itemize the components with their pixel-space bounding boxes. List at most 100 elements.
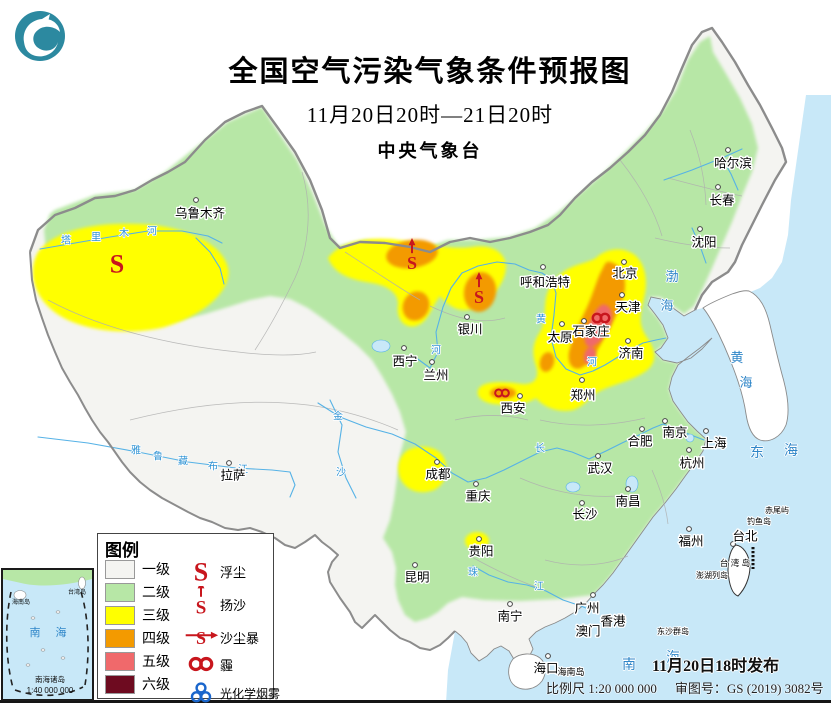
legend-symbol-label: 霾	[220, 657, 234, 673]
inset-taiwan-label: 台湾岛	[68, 588, 86, 596]
symbol-mai	[591, 312, 611, 324]
lakes	[371, 339, 695, 493]
legend: 图例 一级 二级 三级 四级 五级 六级 S 浮尘 S 扬沙 S 沙尘暴霾光化学烟雾	[97, 533, 280, 703]
legend-symbol-label: 扬沙	[220, 597, 247, 613]
river-label: 江	[534, 581, 544, 593]
city-dot	[715, 184, 721, 190]
city-dot	[579, 377, 585, 383]
taiwan-island	[727, 544, 751, 597]
sea-label: 黄	[730, 350, 743, 365]
legend-symbols: S 浮尘 S 扬沙 S 沙尘暴霾光化学烟雾	[182, 556, 280, 703]
sea-label: 南	[622, 656, 636, 672]
city-label: 南昌	[615, 494, 640, 509]
level3-gansu-band	[328, 238, 506, 327]
city-dot	[517, 393, 523, 399]
legend-level-row: 三级	[105, 605, 170, 625]
inset-sea-label-1: 南	[30, 626, 41, 639]
symbol-mai	[494, 388, 510, 398]
level3-chengdu	[398, 446, 447, 493]
island-label: 海南岛	[557, 666, 584, 677]
city-label: 南京	[662, 425, 687, 440]
city-dot	[686, 447, 692, 453]
city-label: 拉萨	[220, 468, 245, 483]
legend-level-label: 六级	[142, 676, 170, 692]
city-label: 呼和浩特	[520, 275, 570, 290]
city-label: 银川	[457, 323, 482, 337]
inset-islets	[25, 610, 66, 667]
city-dot	[621, 259, 627, 265]
legend-swatch-level4	[105, 628, 135, 648]
legend-level-label: 二级	[142, 584, 170, 600]
city-label: 兰州	[423, 369, 448, 383]
svg-text:S: S	[110, 249, 124, 278]
city-dot	[579, 500, 585, 506]
river-label: 河	[147, 226, 157, 238]
city-dot	[401, 345, 407, 351]
symbol-fuchen: S	[194, 557, 208, 586]
inset-mainland	[3, 570, 92, 586]
sea-label: 东	[750, 444, 764, 460]
border-north	[28, 26, 788, 311]
south-china-sea-inset: 南 海 台湾岛 海南岛 南海诸岛 1:40 000 000	[1, 568, 94, 701]
river-label: 雅	[131, 444, 141, 457]
level4-blob	[386, 239, 438, 269]
symbol-shachenbao: S	[185, 628, 219, 648]
svg-text:S: S	[474, 287, 484, 307]
city-dot	[662, 418, 668, 424]
city-dot	[625, 486, 631, 492]
city-label: 成都	[425, 468, 451, 482]
sea-label: 海	[739, 375, 752, 390]
level4-blob	[463, 272, 497, 312]
city-label: 西宁	[392, 354, 417, 369]
rivers	[37, 148, 743, 612]
legend-swatch-level3	[105, 605, 135, 625]
inset-scale: 1:40 000 000	[27, 686, 74, 695]
legend-symbol-row: 霾	[182, 652, 280, 676]
bottom-neatline	[0, 700, 831, 703]
city-label: 郑州	[570, 388, 595, 403]
svg-text:S: S	[196, 628, 206, 648]
city-label: 长沙	[572, 508, 598, 522]
river-label: 金	[333, 410, 343, 423]
city-label: 沈阳	[691, 235, 716, 250]
city-label: 太原	[547, 330, 572, 345]
city-label: 重庆	[465, 489, 491, 504]
city-dot	[559, 321, 565, 327]
legend-level-row: 四级	[105, 628, 170, 648]
legend-swatch-level2	[105, 582, 135, 602]
city-dot	[476, 536, 482, 542]
legend-level-label: 一级	[142, 561, 170, 577]
city-dot	[595, 453, 601, 459]
map-scale: 比例尺 1:20 000 000	[546, 681, 657, 696]
city-label: 西安	[500, 401, 525, 416]
legend-symbol-label: 浮尘	[220, 564, 247, 580]
svg-text:S: S	[196, 598, 207, 619]
level2-region	[44, 36, 758, 622]
legend-swatch-level6	[105, 674, 135, 694]
city-label: 济南	[618, 346, 643, 361]
city-dot	[730, 541, 736, 547]
title-block: 全国空气污染气象条件预报图 11月20日20时—21日20时 中央气象台	[180, 48, 680, 163]
city-label: 上海	[701, 436, 727, 451]
river-label: 沙	[336, 467, 346, 479]
legend-level-row: 五级	[105, 651, 170, 671]
level3-tarim	[32, 223, 229, 332]
island-label: 钓鱼岛	[747, 516, 771, 526]
symbol-fuchen: S	[110, 249, 124, 278]
island-label: 东沙群岛	[657, 626, 689, 636]
city-dot	[412, 562, 418, 568]
province-boundaries	[47, 129, 743, 591]
sea-label: 海	[660, 298, 673, 313]
legend-symbol-row: 光化学烟雾	[182, 676, 280, 703]
city-label: 贵阳	[468, 545, 493, 559]
sea-label: 海	[784, 442, 798, 458]
sea-label: 海	[666, 649, 680, 665]
city-label: 天津	[615, 301, 640, 315]
river-label: 黄	[536, 313, 546, 326]
city-dot	[686, 526, 692, 532]
legend-symbol-row: S 浮尘	[182, 556, 280, 586]
city-dot	[434, 459, 440, 465]
city-dot	[619, 292, 625, 298]
legend-symbol-row: S 扬沙	[182, 586, 280, 622]
